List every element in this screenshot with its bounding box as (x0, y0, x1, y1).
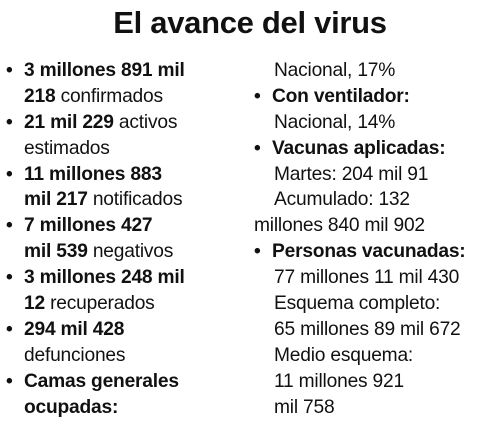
notified-label: notificados (92, 189, 183, 211)
stat-line: 218 confirmados (6, 84, 246, 110)
stat-line: mil 539 negativos (6, 239, 246, 265)
stat-line: defunciones (6, 343, 246, 369)
stat-line: • Personas vacunadas: (254, 239, 500, 265)
negative-value-part1: 7 millones 427 (24, 215, 153, 237)
recovered-value-part2: 12 (24, 293, 45, 315)
stat-line: • 7 millones 427 (6, 213, 246, 239)
recovered-label: recuperados (50, 293, 155, 315)
vaccinated-heading: Personas vacunadas: (272, 241, 466, 263)
ventilator-heading: Con ventilador: (272, 85, 410, 107)
deaths-label: defunciones (24, 344, 126, 366)
vaccines-accumulated-part2: millones 840 mil 902 (254, 215, 425, 237)
stat-line: 12 recuperados (6, 291, 246, 317)
bullet-icon: • (254, 85, 261, 107)
notified-value-part1: 11 millones 883 (24, 163, 162, 185)
bullet-icon: • (6, 370, 13, 392)
stat-line: • Con ventilador: (254, 84, 500, 110)
stat-line: • 11 millones 883 (6, 162, 246, 188)
bullet-icon: • (6, 163, 13, 185)
recovered-value-part1: 3 millones 248 mil (24, 267, 185, 289)
bullet-icon: • (254, 137, 261, 159)
half-scheme-value-part1: 11 millones 921 (274, 370, 404, 392)
bullet-icon: • (6, 267, 13, 289)
beds-heading-part2: ocupadas: (24, 396, 119, 418)
ventilator-value: Nacional, 14% (274, 111, 396, 133)
beds-value: Nacional, 17% (274, 60, 396, 81)
stat-line: • 21 mil 229 activos (6, 110, 246, 136)
confirmed-value-part1: 3 millones 891 mil (24, 60, 185, 81)
beds-heading-part1: Camas generales (24, 370, 179, 392)
stat-line: • Camas generales (6, 369, 246, 395)
negative-value-part2: mil 539 (24, 241, 88, 263)
bullet-icon: • (254, 241, 261, 263)
full-scheme-value: 65 millones 89 mil 672 (274, 318, 461, 340)
confirmed-value-part2: 218 (24, 85, 56, 107)
stat-line: • 294 mil 428 (6, 317, 246, 343)
right-column: Nacional, 17% • Con ventilador: Nacional,… (254, 58, 500, 420)
stat-line: • Vacunas aplicadas: (254, 136, 500, 162)
vaccines-heading: Vacunas aplicadas: (272, 137, 446, 159)
vaccines-tuesday: Martes: 204 mil 91 (274, 163, 429, 185)
bullet-icon: • (6, 111, 13, 133)
left-column: • 3 millones 891 mil 218 confirmados • 21 … (6, 58, 246, 420)
half-scheme-label: Medio esquema: (274, 344, 414, 366)
bullet-icon: • (6, 60, 13, 81)
bullet-icon: • (6, 215, 13, 237)
confirmed-label: confirmados (60, 85, 164, 107)
stat-line: • 3 millones 891 mil (6, 58, 246, 84)
notified-value-part2: mil 217 (24, 189, 88, 211)
active-label-part1: activos (118, 111, 178, 133)
vaccinated-total: 77 millones 11 mil 430 (274, 267, 460, 289)
stat-line: mil 217 notificados (6, 187, 246, 213)
negative-label: negativos (92, 241, 174, 263)
stat-line: estimados (6, 136, 246, 162)
stat-line: ocupadas: (6, 395, 246, 421)
page-title: El avance del virus (113, 5, 387, 40)
active-value: 21 mil 229 (24, 111, 114, 133)
bullet-icon: • (6, 318, 13, 340)
half-scheme-value-part2: mil 758 (274, 396, 335, 418)
active-label-part2: estimados (24, 137, 110, 159)
full-scheme-label: Esquema completo: (274, 293, 441, 315)
stat-line: • 3 millones 248 mil (6, 265, 246, 291)
deaths-value: 294 mil 428 (24, 318, 125, 340)
vaccines-accumulated-part1: Acumulado: 132 (274, 189, 410, 211)
